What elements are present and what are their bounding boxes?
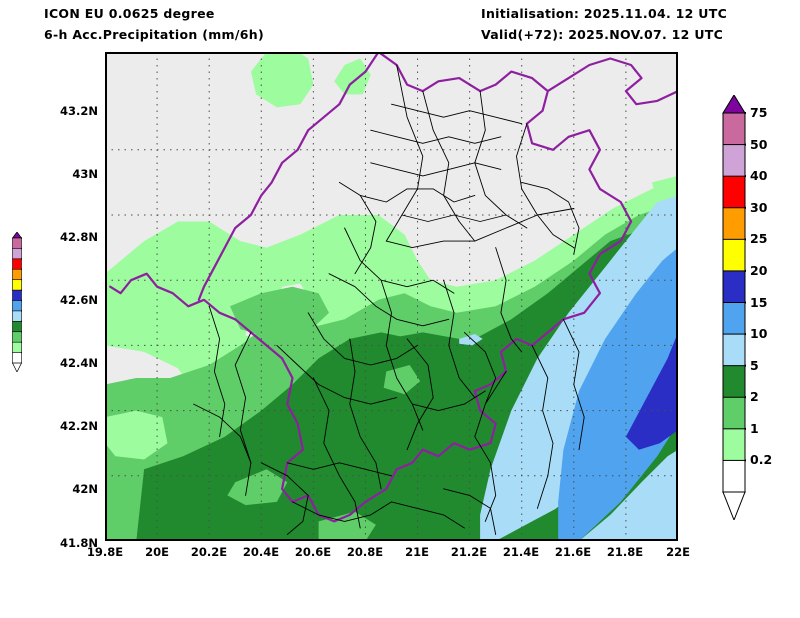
y-tick-4: 42.4N <box>60 356 98 370</box>
y-tick-0: 43.2N <box>60 104 98 118</box>
x-tick-7: 21.2E <box>450 545 488 559</box>
x-tick-1: 20E <box>145 545 169 559</box>
model-title: ICON EU 0.0625 degree <box>44 6 215 21</box>
x-tick-10: 21.8E <box>606 545 644 559</box>
field-title: 6-h Acc.Precipitation (mm/6h) <box>44 27 264 42</box>
colorbar-tick-15: 15 <box>750 294 768 310</box>
colorbar-tick-25: 25 <box>750 231 768 247</box>
x-tick-9: 21.6E <box>554 545 592 559</box>
colorbar-tick-20: 20 <box>750 262 768 278</box>
colorbar-tick-10: 10 <box>750 326 768 342</box>
colorbar-tick-75: 75 <box>750 105 768 120</box>
precipitation-map <box>105 52 678 541</box>
x-tick-4: 20.6E <box>294 545 332 559</box>
y-tick-1: 43N <box>72 167 98 181</box>
colorbar <box>722 95 746 520</box>
x-tick-3: 20.4E <box>242 545 280 559</box>
x-tick-2: 20.2E <box>190 545 228 559</box>
x-tick-6: 21E <box>405 545 429 559</box>
x-tick-0: 19.8E <box>86 545 124 559</box>
x-tick-11: 22E <box>666 545 690 559</box>
colorbar-tick-50: 50 <box>750 136 768 152</box>
initialisation-label: Initialisation: 2025.11.04. 12 UTC <box>481 6 728 21</box>
y-tick-5: 42.2N <box>60 419 98 433</box>
colorbar-secondary <box>12 232 22 372</box>
y-tick-7: 41.8N <box>60 536 98 550</box>
y-tick-2: 42.8N <box>60 230 98 244</box>
colorbar-tick-5: 5 <box>750 357 759 373</box>
colorbar-tick-40: 40 <box>750 168 768 184</box>
colorbar-tick-1: 1 <box>750 420 759 436</box>
y-tick-6: 42N <box>72 482 98 496</box>
y-tick-3: 42.6N <box>60 293 98 307</box>
x-tick-5: 20.8E <box>346 545 384 559</box>
colorbar-tick-30: 30 <box>750 199 768 215</box>
colorbar-tick-2: 2 <box>750 389 759 405</box>
valid-time-label: Valid(+72): 2025.NOV.07. 12 UTC <box>481 27 724 42</box>
colorbar-tick-0.2: 0.2 <box>750 452 773 468</box>
x-tick-8: 21.4E <box>502 545 540 559</box>
